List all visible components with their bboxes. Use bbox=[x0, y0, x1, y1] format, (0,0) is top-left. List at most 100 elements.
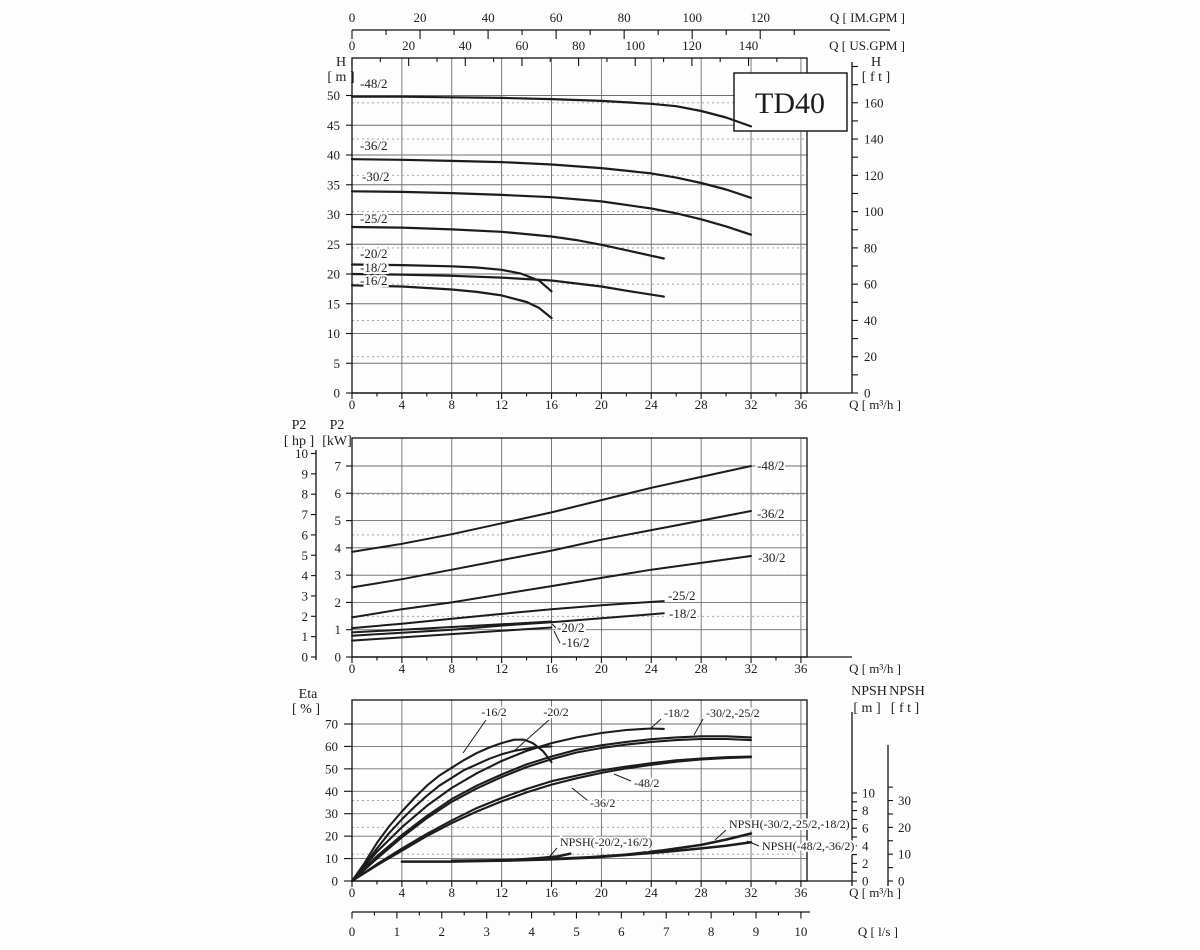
curve-label-p2--25/2: -25/2 bbox=[668, 588, 695, 603]
npsh-m-tick-label: 2 bbox=[862, 856, 869, 871]
x-tick-label: 12 bbox=[495, 397, 508, 412]
eta-tick-label: 0 bbox=[332, 874, 339, 889]
x-tick-label: 4 bbox=[399, 885, 406, 900]
ls-tick-label: 1 bbox=[394, 924, 401, 939]
npsh-ft-tick-label: 10 bbox=[898, 847, 911, 862]
x-tick-label: 24 bbox=[645, 397, 659, 412]
curve-eta--48/2 bbox=[350, 755, 753, 883]
p2-kw-tick-label: 2 bbox=[335, 595, 342, 610]
h-m-tick-label: 20 bbox=[327, 267, 340, 282]
h-ft-axis-name: H bbox=[871, 55, 881, 70]
p2-hp-tick-label: 7 bbox=[302, 507, 309, 522]
us-gpm-tick-label: 60 bbox=[515, 38, 528, 53]
curve-p2--25/2 bbox=[351, 600, 665, 630]
curve-p2--18/2 bbox=[351, 612, 665, 637]
h-m-axis-name: H bbox=[336, 55, 346, 70]
p2-hp-tick-label: 6 bbox=[302, 527, 309, 542]
us-gpm-tick-label: 120 bbox=[682, 38, 702, 53]
curve--48/2 bbox=[350, 95, 753, 128]
npsh-ft-tick-label: 30 bbox=[898, 793, 911, 808]
curve-label-p2--16/2: -16/2 bbox=[562, 635, 589, 650]
curve-p2--20/2 bbox=[351, 620, 553, 634]
curve--16/2 bbox=[350, 284, 553, 320]
us-gpm-tick-label: 0 bbox=[349, 38, 356, 53]
label-leader bbox=[746, 840, 760, 847]
p2-kw-tick-label: 0 bbox=[335, 650, 342, 665]
p2-hp-tick-label: 9 bbox=[302, 466, 309, 481]
p2-hp-tick-label: 1 bbox=[302, 629, 309, 644]
p2-hp-tick-label: 3 bbox=[302, 588, 309, 603]
eta-tick-label: 40 bbox=[325, 784, 338, 799]
ls-tick-label: 0 bbox=[349, 924, 356, 939]
x-tick-label: 0 bbox=[349, 661, 356, 676]
x-tick-label: 28 bbox=[695, 397, 708, 412]
eta-tick-label: 70 bbox=[325, 716, 338, 731]
label-leader bbox=[571, 787, 588, 801]
us-gpm-tick-label: 140 bbox=[739, 38, 759, 53]
p2-hp-axis-unit: [ hp ] bbox=[284, 434, 314, 449]
h-m-tick-label: 30 bbox=[327, 207, 340, 222]
h-ft-tick-label: 100 bbox=[864, 204, 884, 219]
h-m-tick-label: 35 bbox=[327, 177, 340, 192]
us-gpm-tick-label: 100 bbox=[625, 38, 645, 53]
curve-label--36/2: -36/2 bbox=[360, 138, 387, 153]
label-leader bbox=[553, 630, 561, 644]
curve-label-eta--20/2: -20/2 bbox=[543, 705, 568, 719]
x-tick-label: 8 bbox=[449, 885, 456, 900]
x-tick-label: 16 bbox=[545, 397, 559, 412]
im-gpm-tick-label: 120 bbox=[750, 10, 770, 25]
us-gpm-tick-label: 40 bbox=[459, 38, 472, 53]
h-ft-tick-label: 60 bbox=[864, 277, 877, 292]
h-m-tick-label: 50 bbox=[327, 88, 340, 103]
p2-hp-tick-label: 8 bbox=[302, 487, 309, 502]
p2-kw-tick-label: 7 bbox=[335, 458, 342, 473]
x-tick-label: 0 bbox=[349, 397, 356, 412]
curve-label-eta--16/2: -16/2 bbox=[481, 705, 506, 719]
eta-tick-label: 20 bbox=[325, 829, 338, 844]
curve-label--25/2: -25/2 bbox=[360, 211, 387, 226]
label-leader bbox=[462, 719, 487, 754]
x-tick-label: 28 bbox=[695, 661, 708, 676]
x-tick-label: 8 bbox=[449, 397, 456, 412]
npsh-m-tick-label: 8 bbox=[862, 803, 869, 818]
h-ft-tick-label: 20 bbox=[864, 349, 877, 364]
eta-tick-label: 30 bbox=[325, 806, 338, 821]
h-m-tick-label: 5 bbox=[334, 356, 341, 371]
pump-type-title: TD40 bbox=[755, 87, 825, 120]
ls-tick-label: 3 bbox=[483, 924, 490, 939]
x-tick-label: 36 bbox=[794, 661, 808, 676]
curve-p2--36/2 bbox=[351, 510, 752, 589]
x-tick-label: 16 bbox=[545, 661, 559, 676]
type-designation-box bbox=[733, 72, 848, 132]
ls-tick-label: 10 bbox=[794, 924, 807, 939]
label-leader bbox=[649, 718, 662, 730]
curve-label--48/2: -48/2 bbox=[360, 76, 387, 91]
h-m-tick-label: 40 bbox=[327, 148, 340, 163]
curve-label-p2--20/2: -20/2 bbox=[557, 620, 584, 635]
x-tick-label: 4 bbox=[399, 397, 406, 412]
x-tick-label: 0 bbox=[349, 885, 356, 900]
x-axis-title: Q [ m³/h ] bbox=[849, 661, 901, 676]
p2-hp-tick-label: 10 bbox=[295, 446, 308, 461]
label-leader bbox=[714, 829, 727, 841]
curve-eta--25/2 bbox=[350, 737, 753, 883]
x-tick-label: 16 bbox=[545, 885, 559, 900]
curve-label-eta--48/2: -48/2 bbox=[634, 776, 659, 790]
curve--36/2 bbox=[350, 158, 753, 199]
x-tick-label: 32 bbox=[745, 397, 758, 412]
ls-axis-title: Q [ l/s ] bbox=[858, 924, 898, 939]
x-tick-label: 20 bbox=[595, 397, 608, 412]
npsh-ft-tick-label: 0 bbox=[898, 874, 905, 889]
curve-label-p2--18/2: -18/2 bbox=[669, 606, 696, 621]
h-m-axis-unit: [ m ] bbox=[327, 70, 354, 85]
x-axis-title: Q [ m³/h ] bbox=[849, 397, 901, 412]
label-leader bbox=[548, 847, 558, 858]
curve-eta--20/2 bbox=[350, 745, 553, 883]
x-tick-label: 4 bbox=[399, 661, 406, 676]
eta-tick-label: 10 bbox=[325, 851, 338, 866]
curve-label--20/2: -20/2 bbox=[360, 246, 387, 261]
curve-p2--30/2 bbox=[351, 555, 752, 619]
h-m-tick-label: 10 bbox=[327, 326, 340, 341]
h-m-tick-label: 25 bbox=[327, 237, 340, 252]
x-tick-label: 36 bbox=[794, 397, 808, 412]
